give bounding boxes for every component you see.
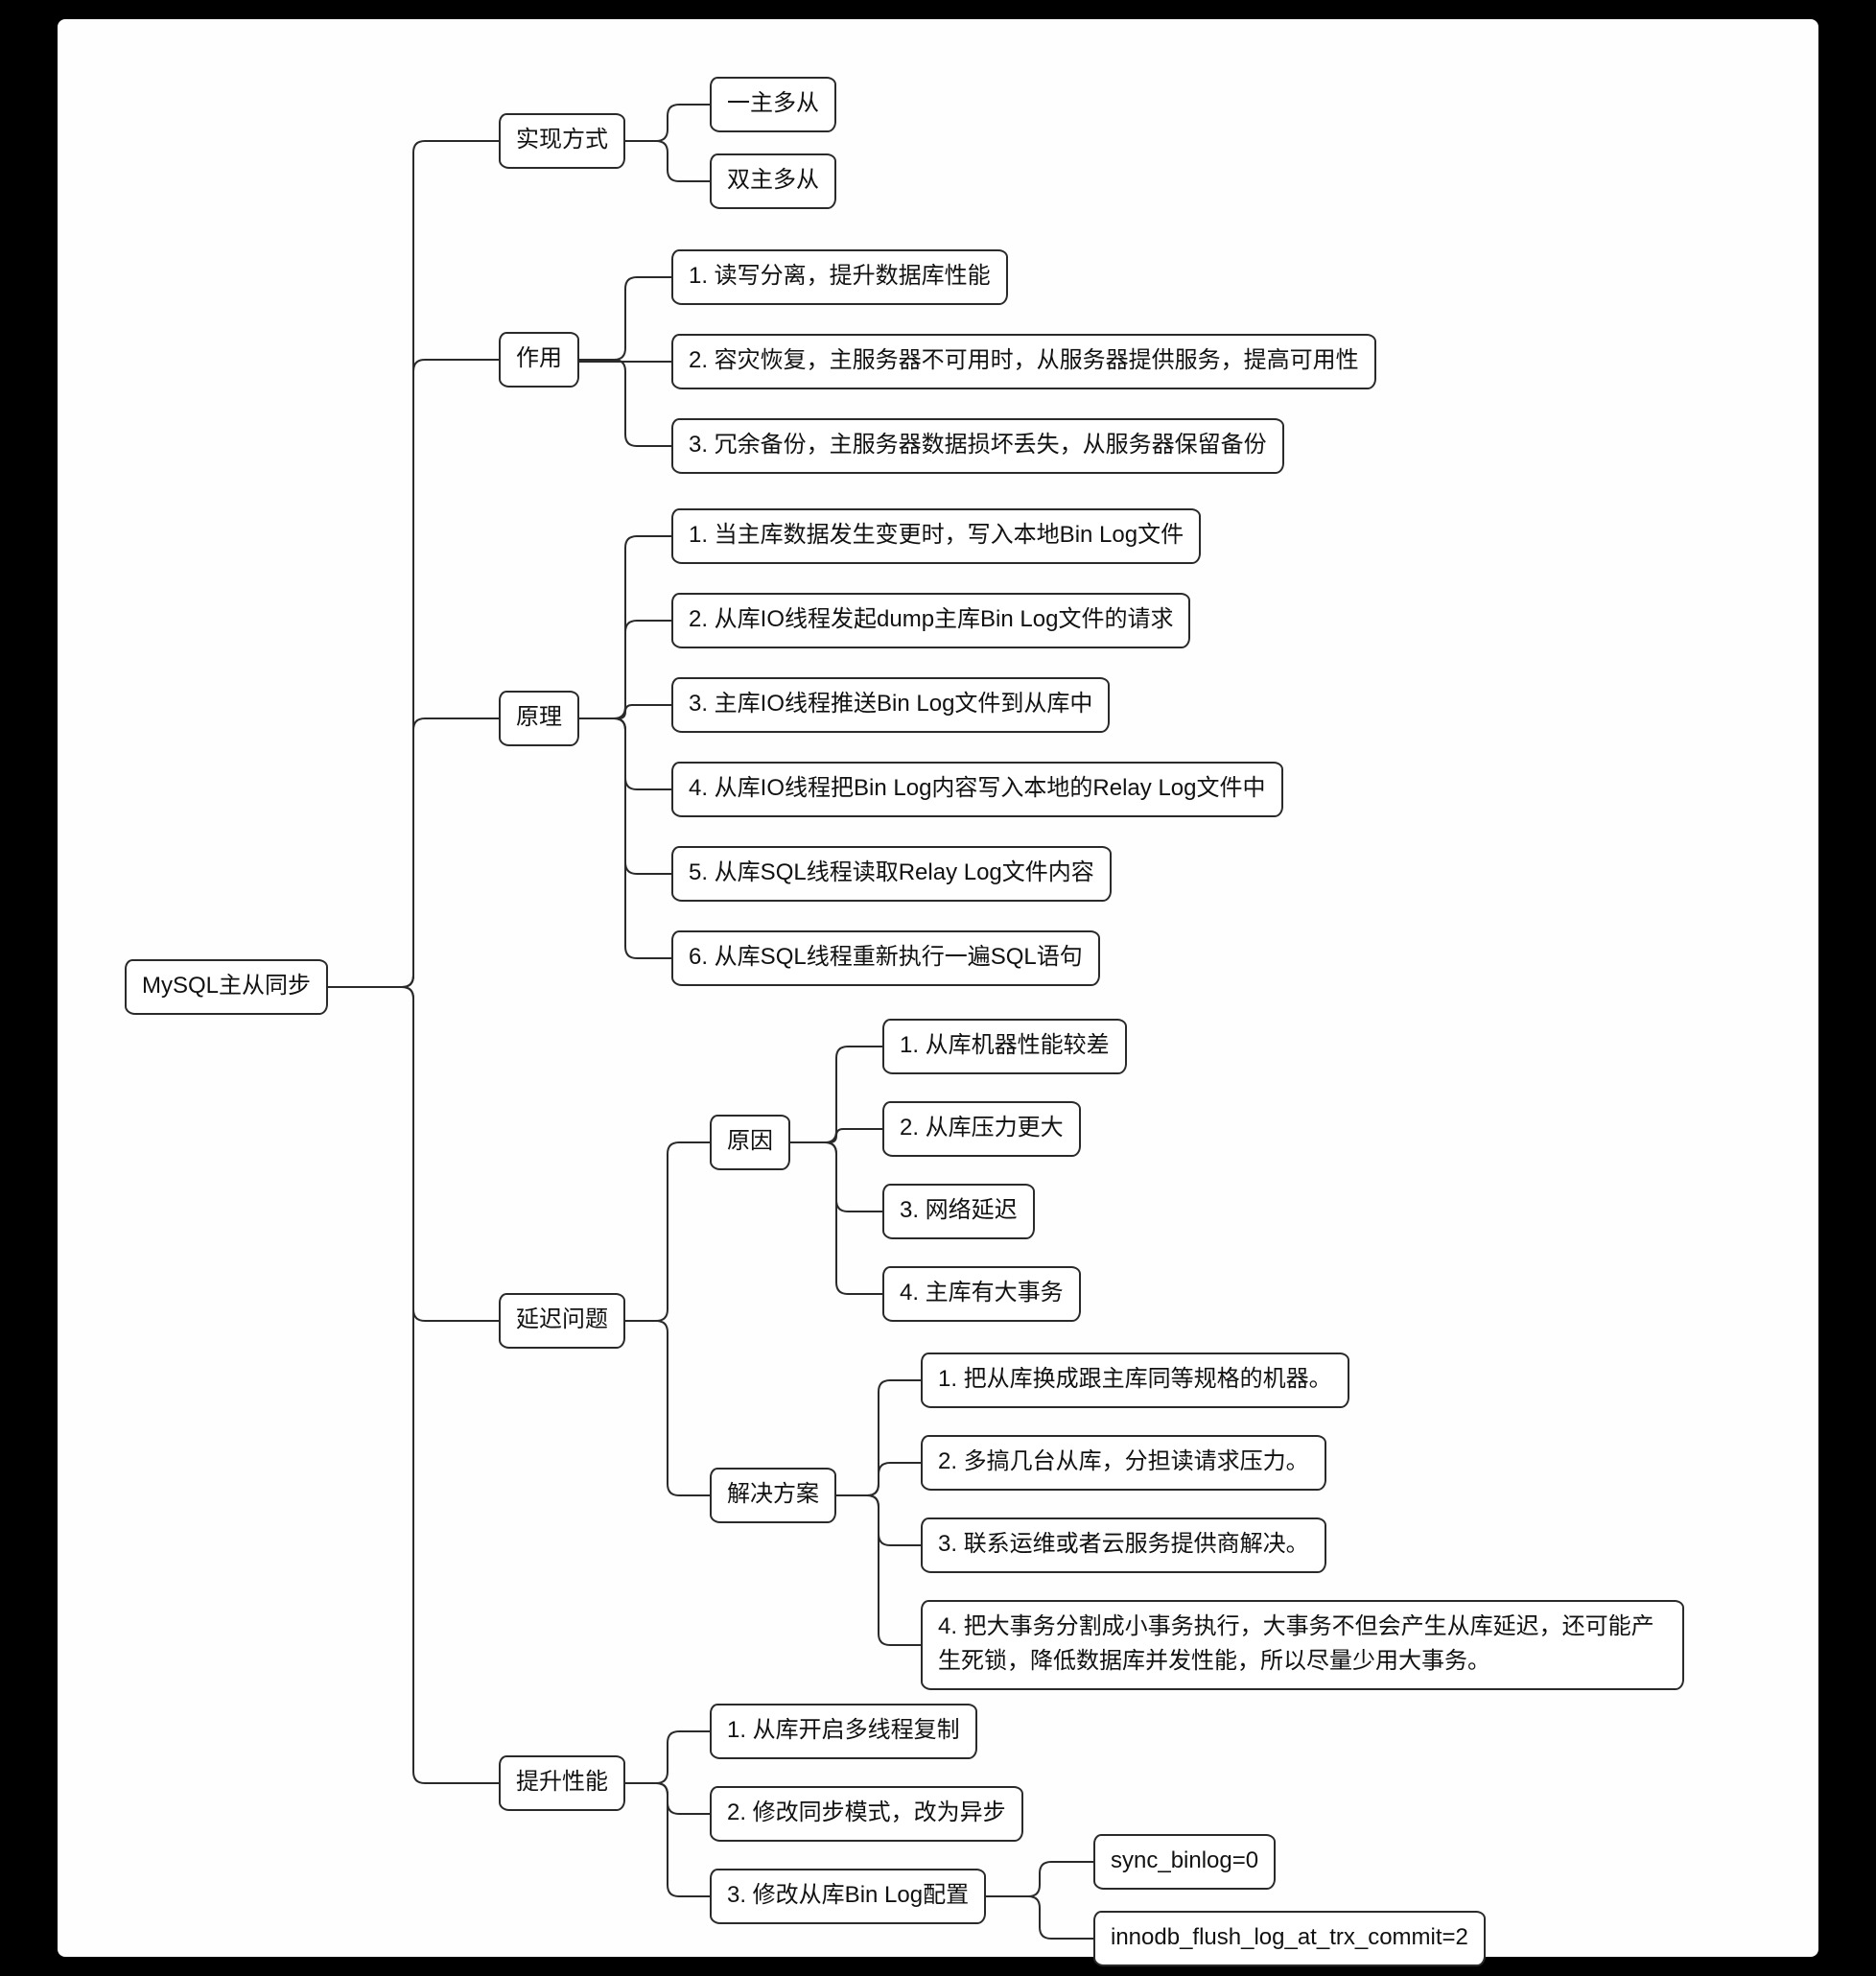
leaf-purpose-1: 1. 读写分离，提升数据库性能 xyxy=(671,249,1008,305)
branch-principle: 原理 xyxy=(499,691,579,746)
leaf-principle-2: 2. 从库IO线程发起dump主库Bin Log文件的请求 xyxy=(671,593,1190,648)
leaf-purpose-3: 3. 冗余备份，主服务器数据损坏丢失，从服务器保留备份 xyxy=(671,418,1284,474)
leaf-cause-2: 2. 从库压力更大 xyxy=(882,1101,1081,1157)
root-node: MySQL主从同步 xyxy=(125,959,328,1015)
leaf-innodb-flush: innodb_flush_log_at_trx_commit=2 xyxy=(1093,1911,1486,1966)
leaf-cause-4: 4. 主库有大事务 xyxy=(882,1266,1081,1322)
leaf-principle-5: 5. 从库SQL线程读取Relay Log文件内容 xyxy=(671,846,1112,902)
leaf-one-master-multi-slave: 一主多从 xyxy=(710,77,836,132)
leaf-solution-1: 1. 把从库换成跟主库同等规格的机器。 xyxy=(921,1353,1349,1408)
branch-improve-performance: 提升性能 xyxy=(499,1755,625,1811)
leaf-solution-3: 3. 联系运维或者云服务提供商解决。 xyxy=(921,1517,1326,1573)
branch-delay-problem: 延迟问题 xyxy=(499,1293,625,1349)
leaf-principle-3: 3. 主库IO线程推送Bin Log文件到从库中 xyxy=(671,677,1110,733)
leaf-sync-binlog: sync_binlog=0 xyxy=(1093,1834,1276,1890)
leaf-dual-master-multi-slave: 双主多从 xyxy=(710,153,836,209)
leaf-cause-3: 3. 网络延迟 xyxy=(882,1184,1035,1239)
branch-purpose: 作用 xyxy=(499,332,579,388)
branch-delay-solution: 解决方案 xyxy=(710,1468,836,1523)
leaf-solution-4: 4. 把大事务分割成小事务执行，大事务不但会产生从库延迟，还可能产生死锁，降低数… xyxy=(921,1600,1684,1690)
leaf-perf-1: 1. 从库开启多线程复制 xyxy=(710,1704,977,1759)
branch-perf-3-binlog: 3. 修改从库Bin Log配置 xyxy=(710,1869,986,1924)
leaf-principle-6: 6. 从库SQL线程重新执行一遍SQL语句 xyxy=(671,930,1100,986)
leaf-cause-1: 1. 从库机器性能较差 xyxy=(882,1019,1127,1074)
leaf-solution-2: 2. 多搞几台从库，分担读请求压力。 xyxy=(921,1435,1326,1491)
branch-delay-cause: 原因 xyxy=(710,1115,790,1170)
canvas: MySQL主从同步 实现方式 作用 原理 延迟问题 提升性能 一主多从 双主多从… xyxy=(0,0,1876,1976)
leaf-principle-1: 1. 当主库数据发生变更时，写入本地Bin Log文件 xyxy=(671,508,1201,564)
leaf-principle-4: 4. 从库IO线程把Bin Log内容写入本地的Relay Log文件中 xyxy=(671,762,1283,817)
leaf-perf-2: 2. 修改同步模式，改为异步 xyxy=(710,1786,1023,1842)
branch-implementation: 实现方式 xyxy=(499,113,625,169)
leaf-purpose-2: 2. 容灾恢复，主服务器不可用时，从服务器提供服务，提高可用性 xyxy=(671,334,1376,389)
